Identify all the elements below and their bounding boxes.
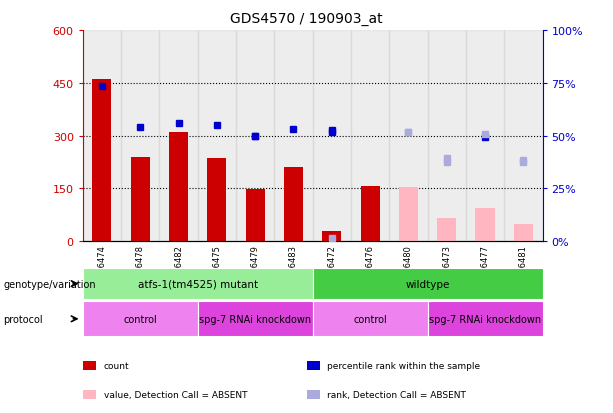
Bar xyxy=(476,208,495,242)
Bar xyxy=(246,190,265,242)
Text: protocol: protocol xyxy=(3,314,43,324)
Bar xyxy=(504,31,543,242)
Bar xyxy=(514,224,533,242)
Bar xyxy=(399,187,418,242)
Bar xyxy=(428,31,466,242)
Text: value, Detection Call = ABSENT: value, Detection Call = ABSENT xyxy=(104,390,247,399)
Bar xyxy=(197,31,236,242)
Bar xyxy=(83,268,313,299)
Bar xyxy=(351,31,389,242)
Bar xyxy=(437,219,456,242)
Text: count: count xyxy=(104,361,129,370)
Bar xyxy=(466,31,504,242)
Bar xyxy=(83,31,121,242)
Bar xyxy=(313,31,351,242)
Bar xyxy=(360,186,379,242)
Bar xyxy=(389,31,428,242)
Text: GDS4570 / 190903_at: GDS4570 / 190903_at xyxy=(230,12,383,26)
Text: control: control xyxy=(123,314,157,324)
Bar xyxy=(131,157,150,242)
Bar xyxy=(159,31,197,242)
Bar xyxy=(83,301,197,337)
Bar xyxy=(93,80,112,242)
Bar xyxy=(313,301,428,337)
Text: spg-7 RNAi knockdown: spg-7 RNAi knockdown xyxy=(199,314,311,324)
Bar xyxy=(236,31,275,242)
Text: spg-7 RNAi knockdown: spg-7 RNAi knockdown xyxy=(429,314,541,324)
Bar xyxy=(197,301,313,337)
Bar xyxy=(207,159,226,242)
Bar xyxy=(322,231,341,242)
Text: percentile rank within the sample: percentile rank within the sample xyxy=(327,361,481,370)
Bar xyxy=(428,301,543,337)
Text: genotype/variation: genotype/variation xyxy=(3,279,96,289)
Bar xyxy=(169,133,188,242)
Text: rank, Detection Call = ABSENT: rank, Detection Call = ABSENT xyxy=(327,390,466,399)
Bar xyxy=(275,31,313,242)
Bar xyxy=(284,168,303,242)
Bar xyxy=(121,31,159,242)
Text: atfs-1(tm4525) mutant: atfs-1(tm4525) mutant xyxy=(138,279,257,289)
Text: wildtype: wildtype xyxy=(405,279,450,289)
Bar xyxy=(313,268,543,299)
Text: control: control xyxy=(353,314,387,324)
